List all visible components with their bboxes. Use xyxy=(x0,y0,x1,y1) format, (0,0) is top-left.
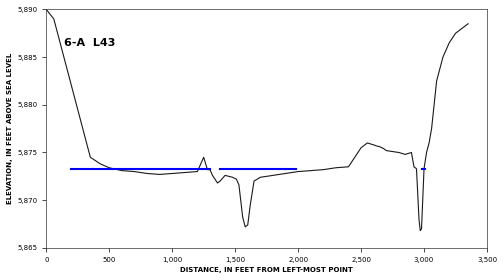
Text: 6-A  L43: 6-A L43 xyxy=(64,38,115,48)
X-axis label: DISTANCE, IN FEET FROM LEFT-MOST POINT: DISTANCE, IN FEET FROM LEFT-MOST POINT xyxy=(180,267,353,273)
Y-axis label: ELEVATION, IN FEET ABOVE SEA LEVEL: ELEVATION, IN FEET ABOVE SEA LEVEL xyxy=(7,53,13,204)
